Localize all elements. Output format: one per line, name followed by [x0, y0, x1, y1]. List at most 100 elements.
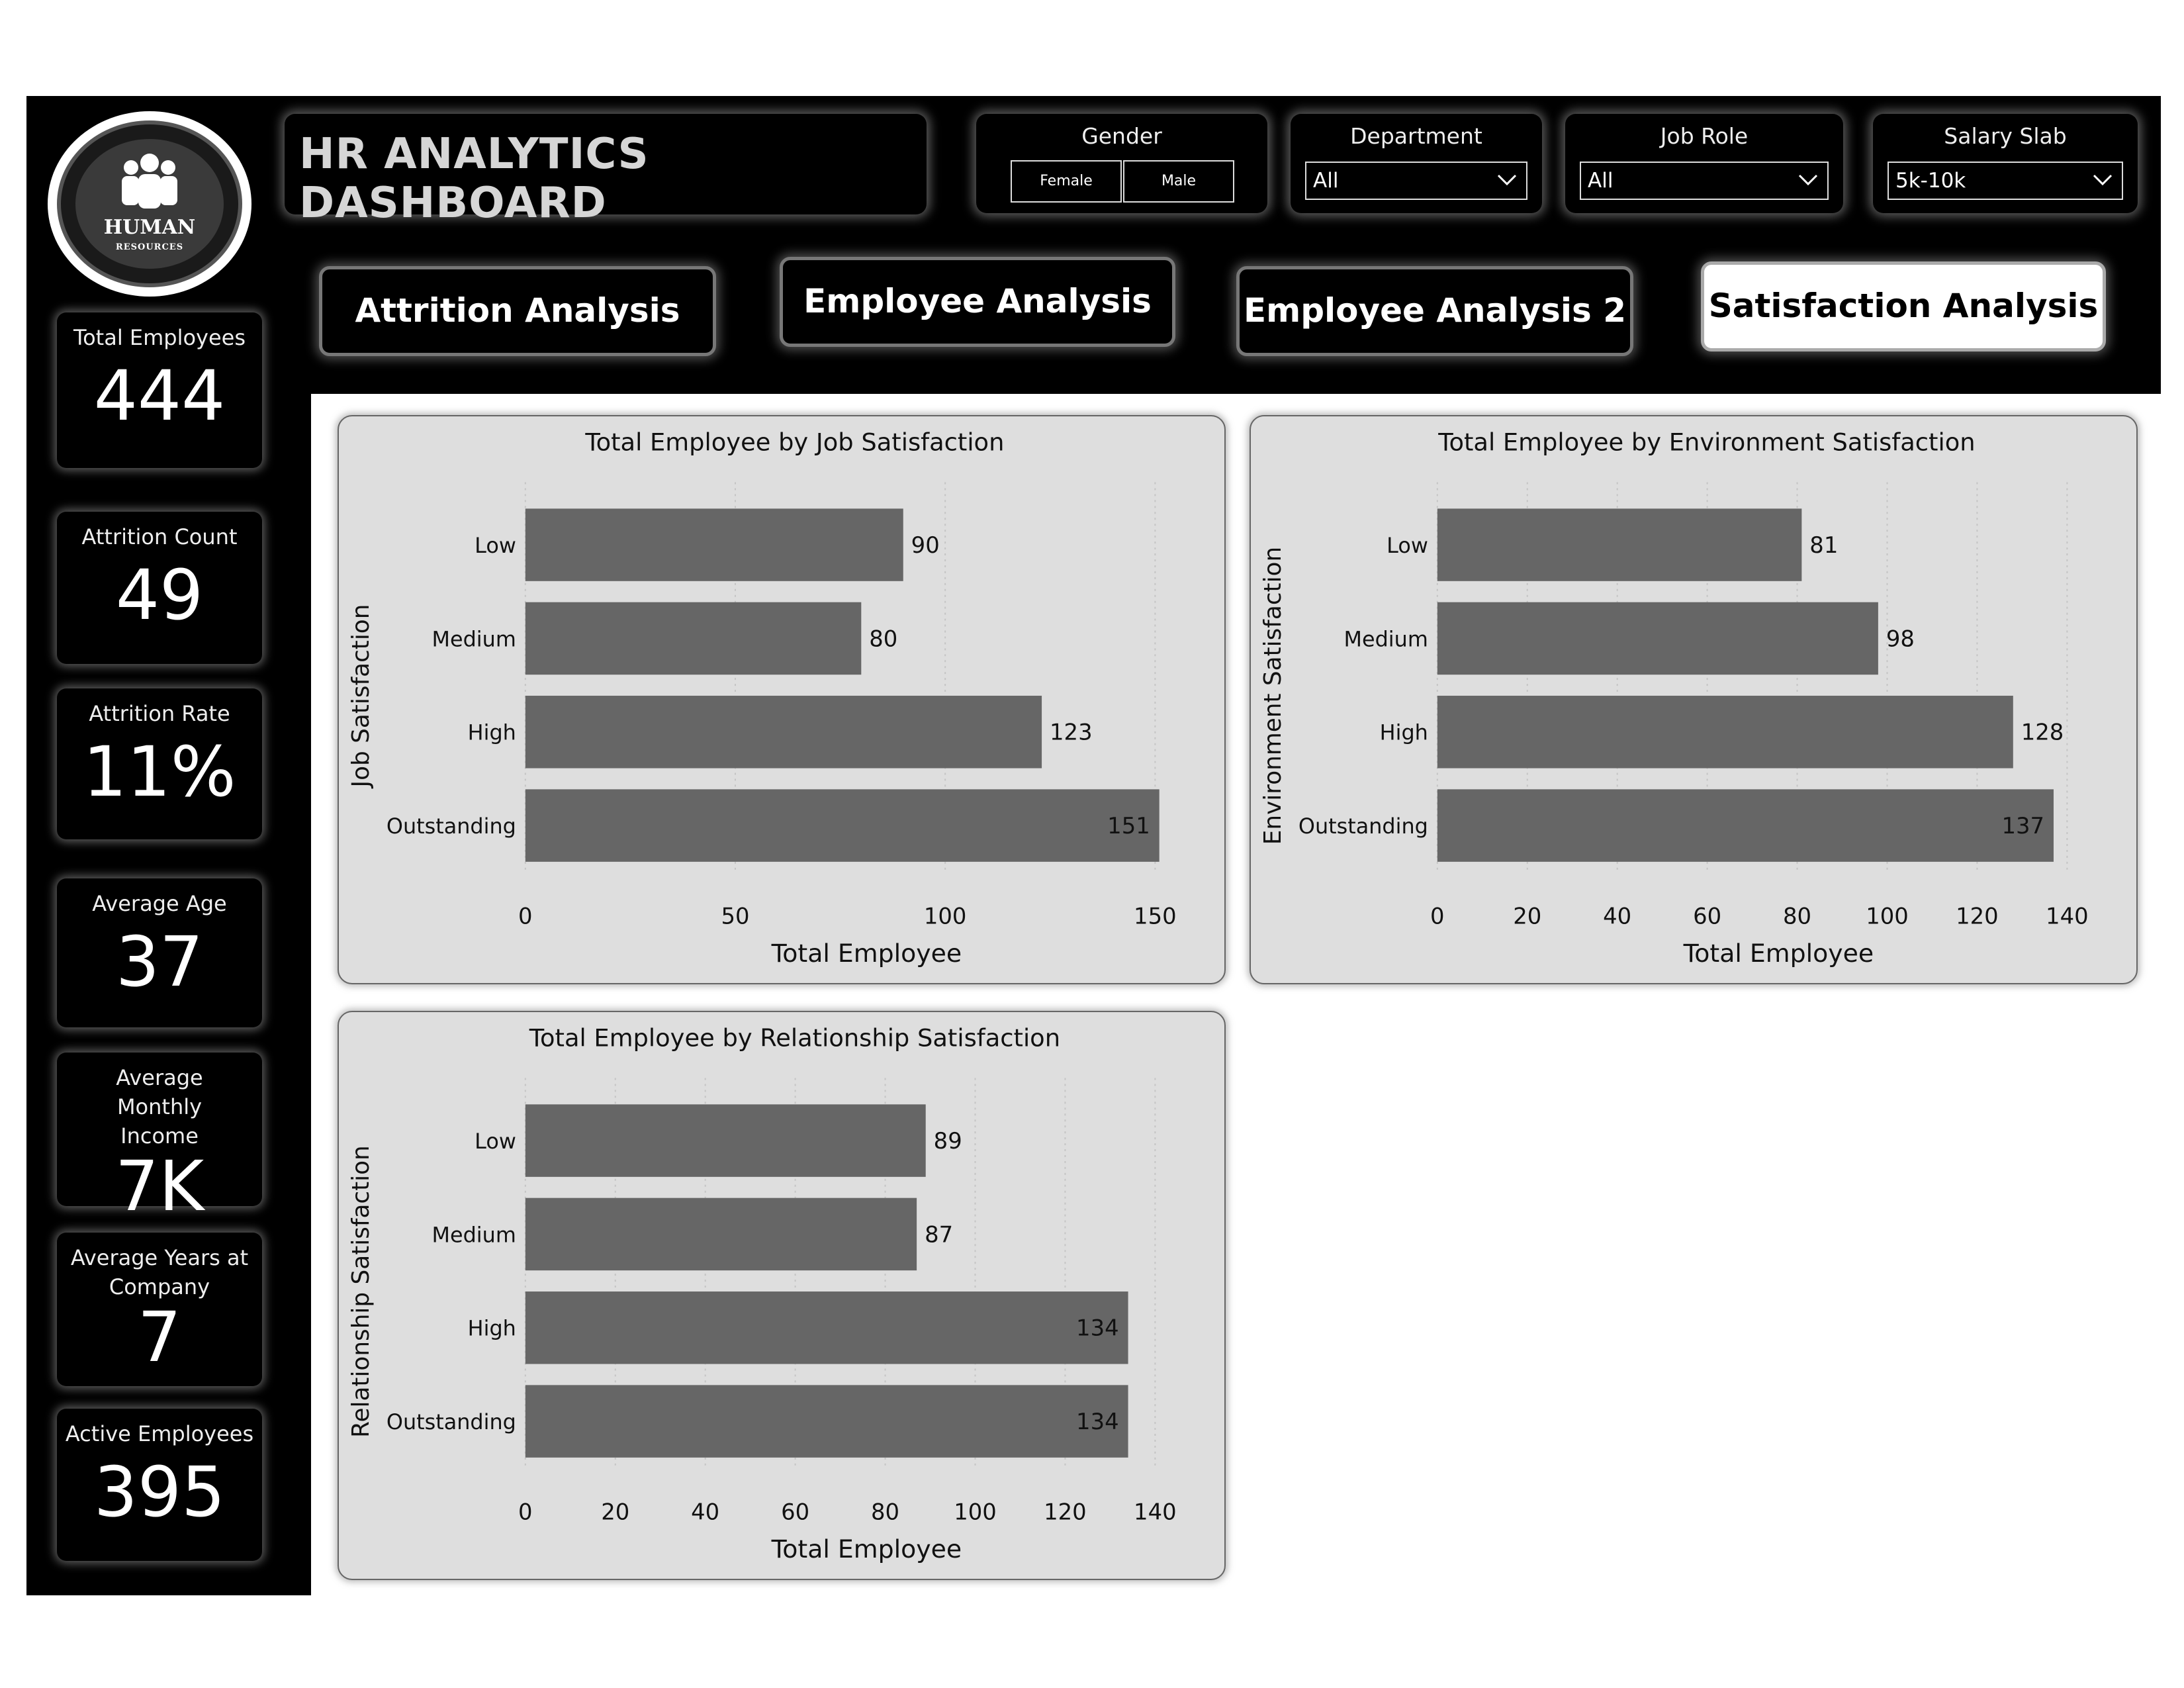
- nav-employee-analysis-2[interactable]: Employee Analysis 2: [1236, 266, 1633, 356]
- logo-text: HUMAN: [103, 216, 196, 239]
- environment-satisfaction-chart: Total Employee by Environment Satisfacti…: [1259, 428, 2089, 968]
- kpi-attrition-count: Attrition Count 49: [57, 512, 262, 664]
- title-box: HR ANALYTICS DASHBOARD: [285, 114, 927, 228]
- page-title: HR ANALYTICS DASHBOARD: [299, 130, 649, 228]
- y-tick-label: Medium: [1344, 626, 1428, 651]
- nav-attrition-analysis[interactable]: Attrition Analysis: [319, 266, 716, 356]
- gender-slicer: Gender Female Male: [976, 114, 1267, 213]
- kpi-average-years-at-company: Average Years at Company 7: [57, 1233, 262, 1386]
- kpi-attrition-rate: Attrition Rate 11%: [57, 688, 262, 839]
- y-tick-label: High: [468, 1316, 516, 1341]
- x-axis-label: Total Employee: [771, 1534, 962, 1564]
- x-tick-label: 50: [721, 903, 749, 929]
- kpi-label: Total Employees: [73, 325, 246, 350]
- kpi-label: Attrition Count: [81, 524, 238, 549]
- people-icon: [122, 154, 177, 209]
- bar: [525, 1385, 1128, 1458]
- kpi-label: Average Age: [92, 891, 227, 916]
- kpi-active-employees: Active Employees 395: [57, 1409, 262, 1561]
- y-axis-label: Environment Satisfaction: [1259, 547, 1287, 845]
- gender-option-female[interactable]: Female: [1011, 160, 1122, 203]
- data-label: 128: [2021, 720, 2064, 745]
- salary-slab-slicer: Salary Slab 5k-10k: [1873, 114, 2138, 213]
- x-tick-label: 100: [1866, 903, 1909, 929]
- bar: [525, 1104, 926, 1177]
- chevron-down-icon: [2093, 174, 2113, 186]
- y-axis-label: Job Satisfaction: [347, 604, 375, 789]
- x-tick-label: 80: [1783, 903, 1811, 929]
- slicer-label: Salary Slab: [1944, 123, 2067, 149]
- chart-title: Total Employee by Job Satisfaction: [584, 428, 1004, 457]
- x-tick-label: 20: [1513, 903, 1541, 929]
- x-tick-label: 100: [954, 1499, 997, 1524]
- bar: [525, 789, 1160, 862]
- relationship-satisfaction-chart: Total Employee by Relationship Satisfact…: [347, 1024, 1177, 1564]
- bar: [1437, 789, 2054, 862]
- logo-subtext: RESOURCES: [115, 242, 184, 252]
- y-axis-label: Relationship Satisfaction: [347, 1145, 375, 1438]
- x-tick-label: 0: [518, 903, 533, 929]
- bar: [525, 508, 903, 581]
- slicer-label: Department: [1350, 123, 1482, 149]
- x-tick-label: 60: [781, 1499, 809, 1524]
- x-tick-label: 0: [1430, 903, 1445, 929]
- kpi-label: Attrition Rate: [89, 701, 230, 726]
- data-label: 123: [1050, 720, 1093, 745]
- x-tick-label: 140: [1134, 1499, 1177, 1524]
- x-tick-label: 40: [691, 1499, 719, 1524]
- kpi-value: 37: [115, 921, 204, 1002]
- y-tick-label: High: [468, 720, 516, 745]
- data-label: 134: [1076, 1315, 1119, 1341]
- bar: [525, 696, 1042, 769]
- kpi-label: Average Years at Company: [70, 1245, 249, 1299]
- y-tick-label: Medium: [432, 1222, 516, 1247]
- kpi-total-employees: Total Employees 444: [57, 312, 262, 468]
- x-tick-label: 140: [2046, 903, 2089, 929]
- nav-employee-analysis[interactable]: Employee Analysis: [780, 257, 1175, 347]
- kpi-value: 49: [115, 555, 204, 635]
- bar: [525, 1197, 917, 1271]
- x-tick-label: 0: [518, 1499, 533, 1524]
- department-slicer: Department All: [1291, 114, 1542, 213]
- kpi-value: 11%: [83, 731, 236, 812]
- x-tick-label: 80: [871, 1499, 899, 1524]
- dropdown-value: All: [1313, 169, 1339, 193]
- chevron-down-icon: [1497, 174, 1517, 186]
- y-tick-label: Outstanding: [387, 1409, 516, 1434]
- data-label: 151: [1107, 813, 1150, 839]
- relationship-satisfaction-panel: Total Employee by Relationship Satisfact…: [338, 1011, 1226, 1580]
- salary-slab-dropdown[interactable]: 5k-10k: [1888, 162, 2123, 200]
- chart-title: Total Employee by Relationship Satisfact…: [529, 1024, 1060, 1053]
- y-tick-label: High: [1380, 720, 1428, 745]
- department-dropdown[interactable]: All: [1305, 162, 1527, 200]
- data-label: 87: [925, 1221, 953, 1247]
- kpi-value: 444: [93, 355, 226, 436]
- x-tick-label: 120: [1044, 1499, 1087, 1524]
- bar: [525, 1291, 1128, 1364]
- job-satisfaction-chart: Total Employee by Job Satisfaction 0 50 100…: [347, 428, 1177, 968]
- bar: [1437, 602, 1878, 675]
- job-role-slicer: Job Role All: [1565, 114, 1843, 213]
- data-label: 137: [2001, 813, 2044, 839]
- x-tick-label: 20: [601, 1499, 629, 1524]
- gender-option-male[interactable]: Male: [1123, 160, 1234, 203]
- nav-satisfaction-analysis[interactable]: Satisfaction Analysis: [1701, 261, 2106, 352]
- job-satisfaction-panel: Total Employee by Job Satisfaction 0 50 100…: [338, 415, 1226, 984]
- kpi-average-monthly-income: Average Monthly Income 7K: [57, 1053, 262, 1226]
- kpi-label: Average Monthly Income: [116, 1065, 203, 1149]
- x-tick-label: 40: [1603, 903, 1631, 929]
- bar: [1437, 696, 2013, 769]
- x-axis-label: Total Employee: [1683, 939, 1874, 968]
- x-tick-label: 60: [1693, 903, 1721, 929]
- data-label: 134: [1076, 1409, 1119, 1434]
- data-label: 89: [934, 1128, 962, 1154]
- y-tick-label: Low: [475, 1129, 516, 1154]
- data-label: 81: [1809, 532, 1838, 558]
- job-role-dropdown[interactable]: All: [1580, 162, 1829, 200]
- kpi-value: 395: [93, 1452, 226, 1532]
- slicer-label: Gender: [1081, 123, 1162, 149]
- y-tick-label: Medium: [432, 626, 516, 651]
- x-tick-label: 120: [1956, 903, 1999, 929]
- y-tick-label: Outstanding: [387, 814, 516, 839]
- data-label: 98: [1886, 626, 1915, 651]
